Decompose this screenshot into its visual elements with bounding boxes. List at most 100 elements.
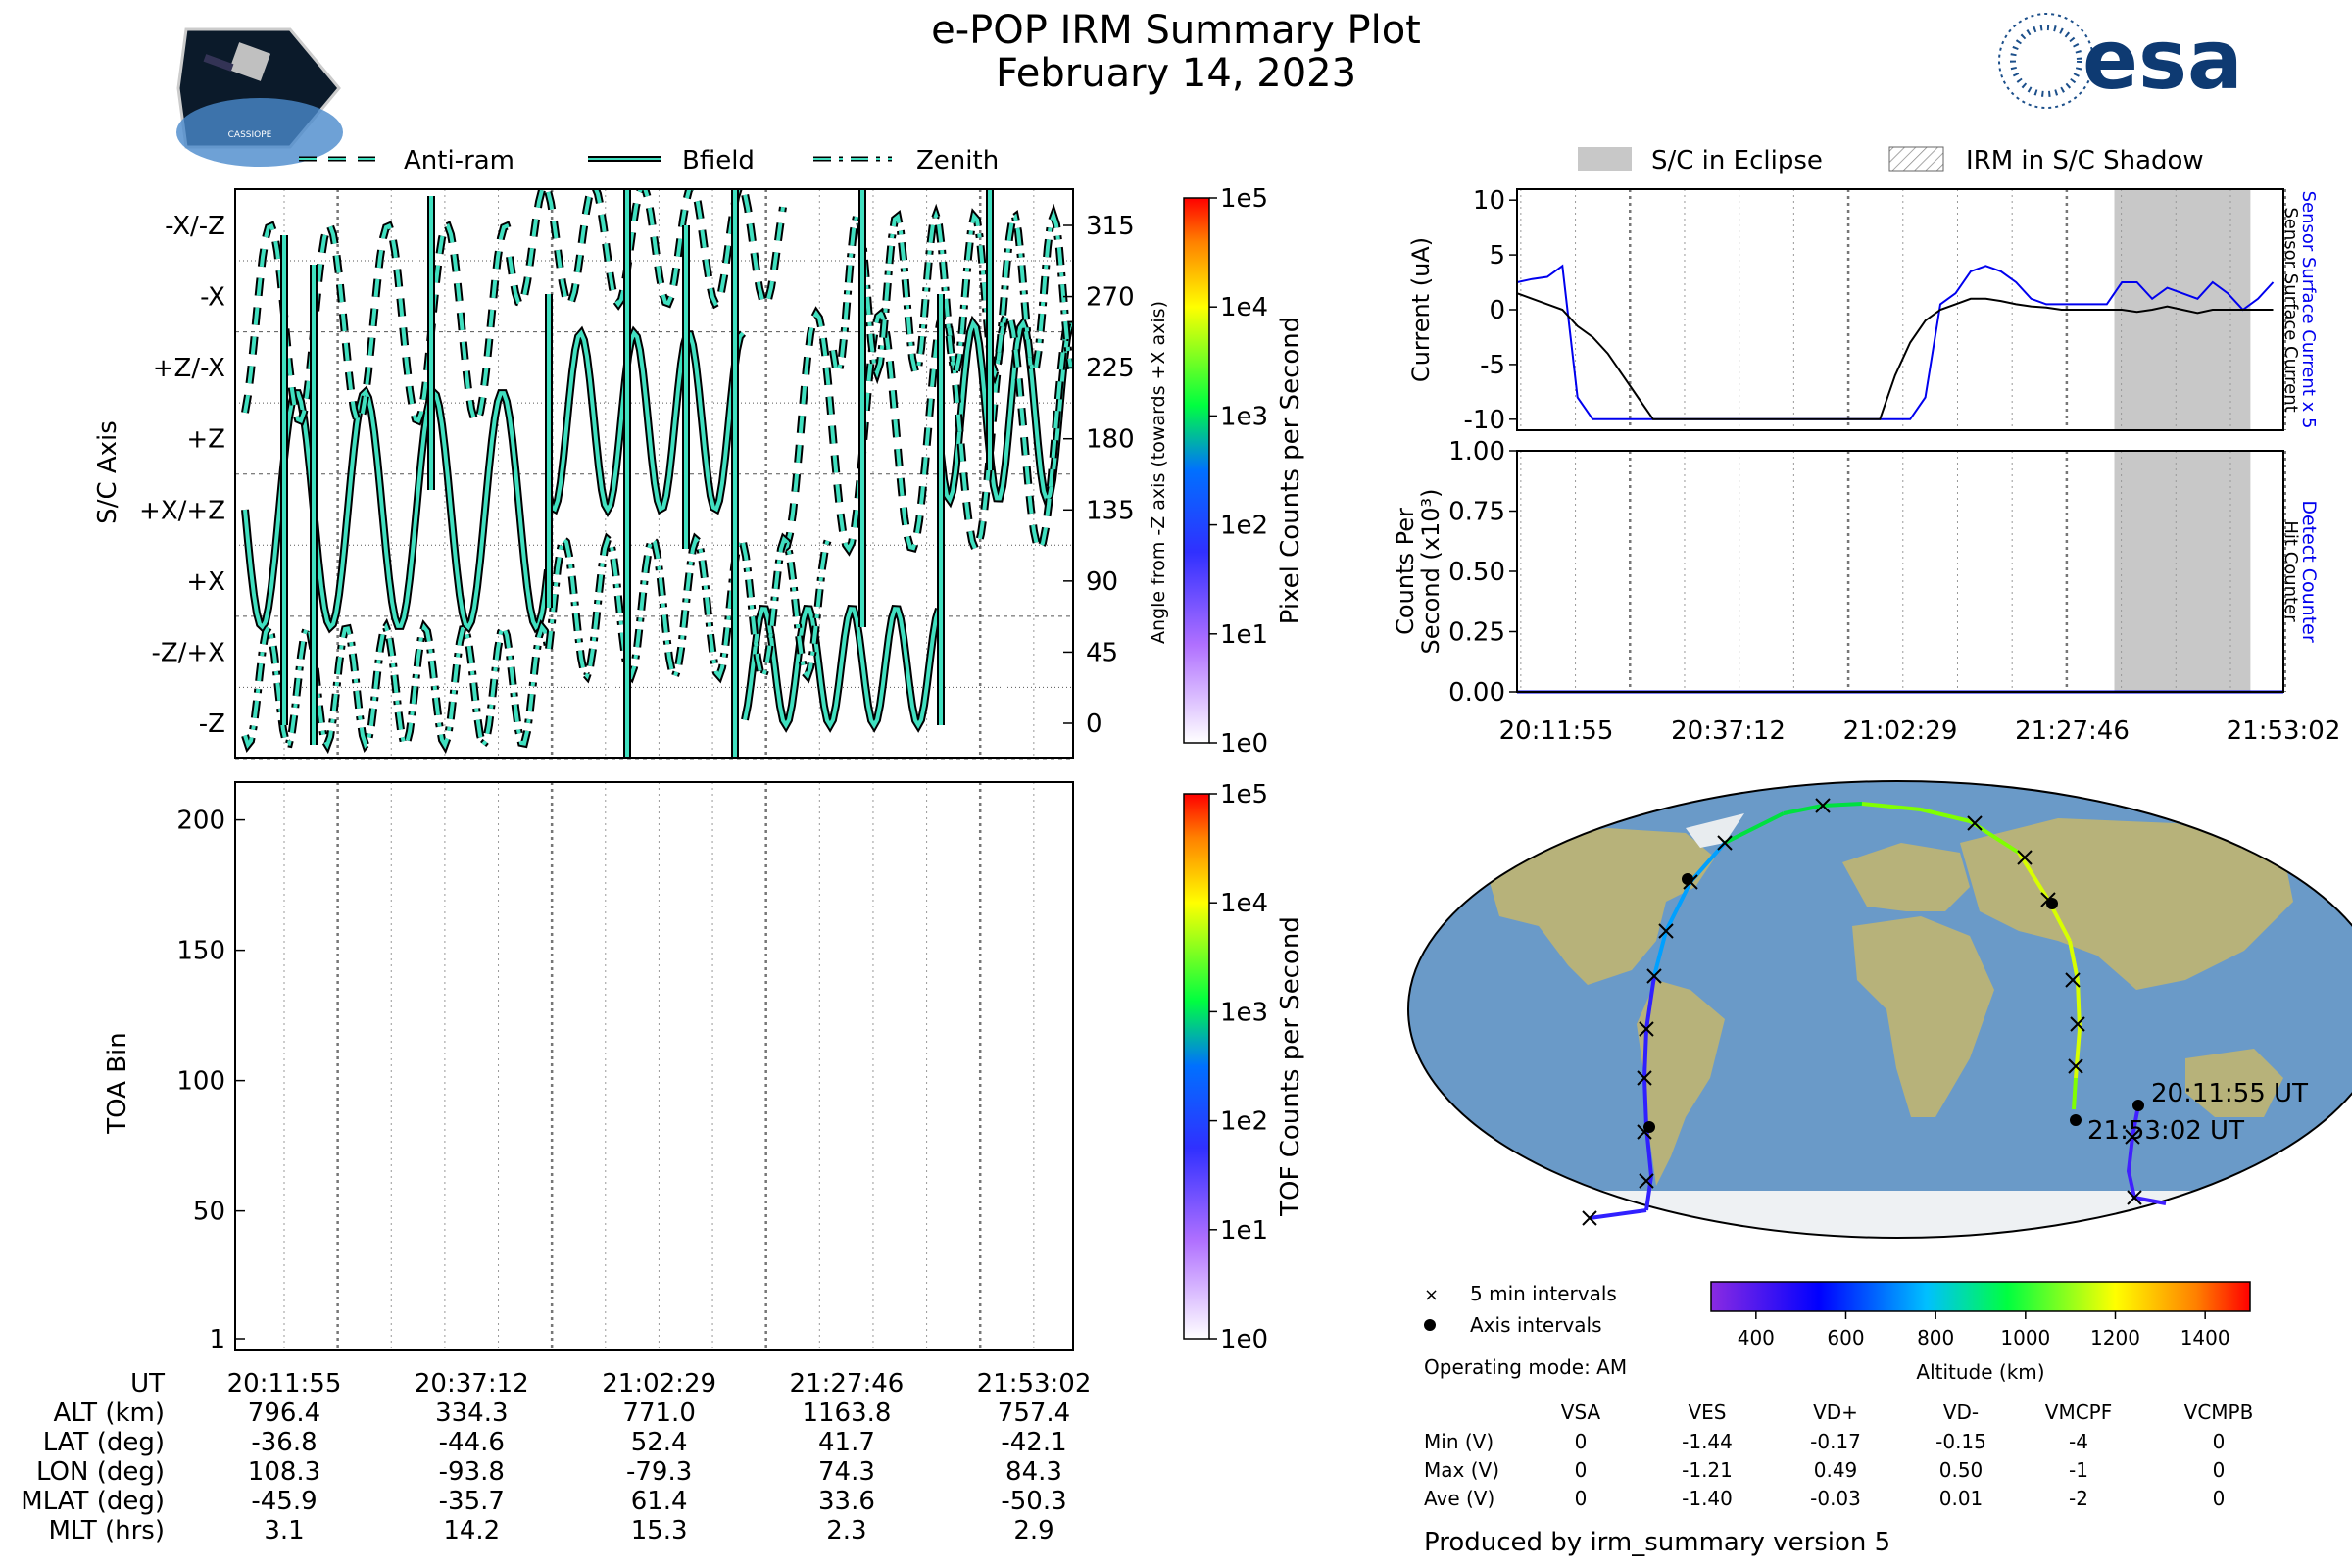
time-table-cell: 757.4 bbox=[998, 1398, 1070, 1428]
voltage-cell: -1 bbox=[2069, 1458, 2088, 1482]
time-table-cell: 771.0 bbox=[622, 1398, 695, 1428]
cassiope-logo-text: CASSIOPE bbox=[228, 130, 272, 140]
legend-5min: 5 min intervals bbox=[1470, 1282, 1617, 1305]
attitude-left-tick: -Z/+X bbox=[151, 638, 225, 667]
time-table-cell: 20:37:12 bbox=[415, 1369, 529, 1398]
pixel-colorbar-label: Pixel Counts per Second bbox=[1276, 317, 1305, 625]
current-plot bbox=[1517, 189, 2286, 430]
europe bbox=[1842, 843, 1970, 911]
toa-grid bbox=[283, 782, 1035, 1350]
attitude-right-tick: 135 bbox=[1086, 496, 1135, 525]
attitude-right-tick: 45 bbox=[1086, 638, 1118, 667]
orbit-segment bbox=[1822, 802, 1863, 808]
counts-time-tick: 20:11:55 bbox=[1499, 716, 1614, 746]
orbit-segment bbox=[1920, 808, 1971, 823]
bfield-trace-edge bbox=[545, 325, 747, 518]
zenith-trace bbox=[831, 209, 1073, 379]
colorbar-tick: 1e5 bbox=[1220, 184, 1268, 214]
orbit-segment bbox=[2126, 1104, 2167, 1205]
shadow-legend-swatch bbox=[1888, 146, 1944, 172]
time-table: UT 20:11:55 20:37:12 21:02:29 21:27:46 21:53:… bbox=[21, 1369, 1091, 1545]
orbit-segment bbox=[1642, 1028, 1648, 1079]
five-min-marker bbox=[2127, 1190, 2142, 1205]
antarctica bbox=[1411, 1191, 2352, 1238]
eclipse-region bbox=[2114, 451, 2251, 692]
attitude-right-tick: 225 bbox=[1086, 354, 1135, 383]
attitude-right-tick: 180 bbox=[1086, 425, 1135, 455]
page-subtitle: February 14, 2023 bbox=[995, 51, 1357, 96]
toa-ylabel: TOA Bin bbox=[103, 1032, 132, 1134]
zenith-trace bbox=[243, 622, 550, 750]
orbit-segment bbox=[2074, 1028, 2082, 1079]
attitude-legend: Anti-ram Bfield Zenith bbox=[299, 146, 999, 175]
voltage-cell: 0 bbox=[1575, 1458, 1588, 1482]
map-start-label: 20:11:55 UT bbox=[2151, 1079, 2308, 1108]
attitude-ylabel-right: Angle from -Z axis (towards +X axis) bbox=[1148, 301, 1169, 644]
time-table-cell: 33.6 bbox=[818, 1487, 875, 1516]
five-min-marker bbox=[1639, 1021, 1654, 1037]
bfield-trace bbox=[939, 318, 1073, 505]
cassiope-logo: CASSIOPE bbox=[176, 27, 343, 167]
attitude-left-tick: -X bbox=[200, 283, 225, 313]
orbit-segment bbox=[2017, 851, 2050, 902]
time-table-cell: 52.4 bbox=[631, 1428, 688, 1457]
attitude-left-tick: +Z bbox=[186, 425, 225, 455]
current-tick: -10 bbox=[1464, 406, 1505, 435]
anti-ram-trace bbox=[243, 223, 512, 423]
colorbar-tick: 1e3 bbox=[1220, 402, 1268, 431]
time-table-label: UT bbox=[130, 1369, 165, 1398]
five-min-marker bbox=[1582, 1210, 1597, 1226]
counts-tick: 0.75 bbox=[1448, 498, 1505, 527]
legend-axis-marker bbox=[1424, 1319, 1436, 1331]
orbit-segment bbox=[1664, 881, 1692, 932]
voltage-cell: -0.17 bbox=[1810, 1430, 1861, 1453]
toa-tick: 200 bbox=[176, 807, 225, 836]
time-table-cell: 74.3 bbox=[818, 1457, 875, 1487]
orbit-segment bbox=[1644, 1175, 1653, 1211]
colorbar-tick: 1e0 bbox=[1220, 729, 1268, 759]
attitude-right-tick: 270 bbox=[1086, 283, 1135, 313]
time-table-cell: -44.6 bbox=[439, 1428, 505, 1457]
counts-right-label-black: Hit Counter bbox=[2280, 520, 2301, 622]
orbit-segment bbox=[2076, 979, 2082, 1030]
time-table-cell: 41.7 bbox=[818, 1428, 875, 1457]
five-min-marker bbox=[1658, 923, 1674, 939]
colorbar-tick: 1e2 bbox=[1220, 512, 1268, 541]
time-table-cell: 84.3 bbox=[1005, 1457, 1062, 1487]
attitude-frame bbox=[234, 188, 1074, 759]
esa-logo: esa bbox=[1998, 12, 2243, 109]
axis-marker bbox=[1682, 873, 1693, 885]
orbit-segment bbox=[1861, 802, 1922, 811]
orbit-segment bbox=[2072, 1077, 2078, 1110]
counts-plot bbox=[1517, 451, 2286, 694]
colorbar-tick: 1e1 bbox=[1220, 620, 1268, 650]
greenland bbox=[1686, 813, 1744, 848]
voltage-column-header: VMCPF bbox=[2045, 1400, 2112, 1424]
tof-colorbar-label: TOF Counts per Second bbox=[1276, 916, 1305, 1217]
altitude-colorbar bbox=[1710, 1281, 2251, 1312]
voltage-cell: 0 bbox=[1575, 1430, 1588, 1453]
north-america bbox=[1490, 828, 1715, 985]
attitude-right-tick: 0 bbox=[1086, 710, 1102, 739]
counts-time-tick: 21:53:02 bbox=[2227, 716, 2341, 746]
attitude-left-tick: +Z/-X bbox=[153, 354, 225, 383]
south-america bbox=[1637, 980, 1725, 1186]
attitude-traces bbox=[241, 189, 1073, 758]
counts-tick: 0.50 bbox=[1448, 558, 1505, 587]
orbit-segment bbox=[1589, 1208, 1647, 1220]
africa bbox=[1852, 916, 1994, 1117]
anti-ram-trace bbox=[508, 189, 785, 308]
colorbar-tick: 1e1 bbox=[1220, 1216, 1268, 1246]
orbit-segment bbox=[1783, 804, 1824, 815]
legend-bfield: Bfield bbox=[682, 146, 755, 175]
legend-shadow: IRM in S/C Shadow bbox=[1966, 146, 2204, 175]
voltage-row-label: Min (V) bbox=[1424, 1430, 1494, 1453]
current-x5-line bbox=[1517, 264, 2275, 420]
attitude-ylabel: S/C Axis bbox=[93, 420, 122, 524]
zenith-trace bbox=[547, 536, 833, 680]
colorbar-tick: 1e2 bbox=[1220, 1107, 1268, 1137]
pixel-colorbar bbox=[1183, 197, 1210, 744]
orbit-segment bbox=[1724, 811, 1785, 845]
voltage-row-label: Max (V) bbox=[1424, 1458, 1499, 1482]
toa-tick: 100 bbox=[176, 1067, 225, 1097]
